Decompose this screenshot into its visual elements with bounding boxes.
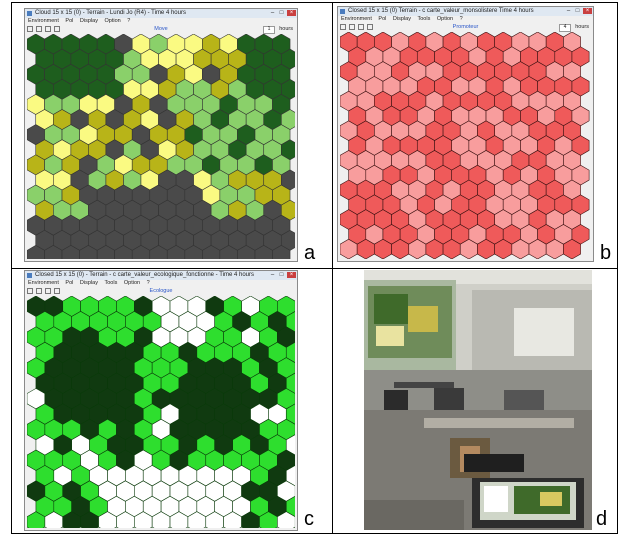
- hand-icon[interactable]: [36, 288, 42, 294]
- window-title: Closed 15 x 15 (0) - Terrain - c carte_v…: [35, 272, 255, 278]
- step-input[interactable]: 1: [263, 26, 275, 34]
- menu-environment[interactable]: Environment: [28, 280, 59, 286]
- menu-help[interactable]: ?: [459, 16, 463, 22]
- zoom-icon[interactable]: [54, 26, 60, 32]
- classroom-photo: [364, 270, 592, 530]
- menu-option[interactable]: Option: [436, 16, 454, 22]
- hex-cell[interactable]: [219, 245, 238, 259]
- menu-bar: Environment Pol Display Tools Option ?: [338, 16, 593, 23]
- pointer-icon[interactable]: [27, 26, 33, 32]
- minimize-icon[interactable]: –: [270, 10, 275, 16]
- window-titlebar: Closed 15 x 15 (0) - Terrain - c carte_v…: [25, 271, 297, 280]
- maximize-icon[interactable]: □: [279, 272, 284, 278]
- hex-cell[interactable]: [96, 245, 115, 259]
- hex-cell[interactable]: [184, 245, 203, 259]
- close-icon[interactable]: ×: [287, 272, 296, 278]
- app-icon: [27, 273, 32, 278]
- menu-help[interactable]: ?: [127, 18, 131, 24]
- app-icon: [27, 11, 32, 16]
- minimize-icon[interactable]: –: [566, 8, 571, 14]
- toolbar: Promoteur 4 hours: [338, 23, 593, 32]
- hex-cell[interactable]: [114, 245, 133, 259]
- hex-cell[interactable]: [254, 245, 273, 259]
- toolbar-mode-label: Promoteur: [452, 24, 479, 30]
- pointer-icon[interactable]: [340, 24, 346, 30]
- menu-option[interactable]: Option: [104, 18, 121, 24]
- panel-a-window: Cloud 15 x 15 (0) - Terrain - Lundi Jo (…: [24, 8, 298, 262]
- menu-help[interactable]: ?: [146, 280, 150, 286]
- menu-pol[interactable]: Pol: [65, 18, 74, 24]
- zoom-icon[interactable]: [367, 24, 373, 30]
- menu-tools[interactable]: Tools: [104, 280, 118, 286]
- menu-display[interactable]: Display: [79, 18, 98, 24]
- hex-cell[interactable]: [61, 245, 80, 259]
- panel-label-c: c: [304, 508, 314, 530]
- menu-environment[interactable]: Environment: [28, 18, 59, 24]
- window-title: Cloud 15 x 15 (0) - Terrain - Lundi Jo (…: [35, 10, 186, 16]
- menu-tools[interactable]: Tools: [417, 16, 431, 22]
- hex-map-b[interactable]: [340, 32, 591, 259]
- map-panel-c[interactable]: [27, 296, 295, 528]
- hex-cell[interactable]: [44, 245, 63, 259]
- panel-label-d: d: [596, 508, 608, 530]
- map-panel-a[interactable]: [27, 34, 295, 259]
- hand-icon[interactable]: [36, 26, 42, 32]
- minimize-icon[interactable]: –: [270, 272, 275, 278]
- toolbar: Move 1 hours: [25, 25, 297, 34]
- panel-label-a: a: [304, 242, 316, 264]
- hex-cell[interactable]: [79, 245, 98, 259]
- panel-c-window: Closed 15 x 15 (0) - Terrain - c carte_v…: [24, 270, 298, 531]
- menu-display[interactable]: Display: [79, 280, 98, 286]
- window-title: Closed 15 x 15 (0) Terrain - c carte_val…: [348, 8, 534, 14]
- divider-horizontal: [12, 268, 617, 269]
- hex-map-c[interactable]: [27, 296, 295, 528]
- menu-bar: Environment Pol Display Tools Option ?: [25, 280, 297, 287]
- toolbar-mode-label: Move: [154, 26, 168, 32]
- toolbar: Ecologue: [25, 287, 297, 295]
- figure-grid: [11, 2, 618, 534]
- pointer-icon[interactable]: [27, 288, 33, 294]
- panel-b-window: Closed 15 x 15 (0) Terrain - c carte_val…: [337, 6, 594, 262]
- map-panel-b[interactable]: [340, 32, 591, 259]
- menu-pol[interactable]: Pol: [65, 280, 74, 286]
- step-unit: hours: [279, 26, 293, 32]
- hex-cell[interactable]: [149, 245, 168, 259]
- hand-icon[interactable]: [349, 24, 355, 30]
- toolbar-mode-label: Ecologue: [149, 288, 173, 294]
- step-input[interactable]: 4: [559, 24, 571, 32]
- panel-label-b: b: [600, 242, 612, 264]
- hex-cell[interactable]: [27, 245, 45, 259]
- window-titlebar: Cloud 15 x 15 (0) - Terrain - Lundi Jo (…: [25, 9, 297, 18]
- hex-cell[interactable]: [131, 245, 151, 259]
- classroom-photo-drawing: [364, 270, 592, 530]
- maximize-icon[interactable]: □: [279, 10, 284, 16]
- hex-cell[interactable]: [202, 245, 221, 259]
- menu-environment[interactable]: Environment: [341, 16, 372, 22]
- hex-cell[interactable]: [563, 238, 581, 259]
- hex-cell[interactable]: [237, 245, 256, 259]
- close-icon[interactable]: ×: [287, 10, 296, 16]
- hex-cell[interactable]: [277, 511, 295, 528]
- hex-map-a[interactable]: [27, 34, 295, 259]
- app-icon: [340, 9, 345, 14]
- hex-cell[interactable]: [166, 245, 186, 259]
- menu-option[interactable]: Option: [123, 280, 141, 286]
- move-icon[interactable]: [45, 26, 51, 32]
- move-icon[interactable]: [45, 288, 51, 294]
- close-icon[interactable]: ×: [583, 8, 592, 14]
- zoom-icon[interactable]: [54, 288, 60, 294]
- menu-display[interactable]: Display: [392, 16, 411, 22]
- menu-pol[interactable]: Pol: [378, 16, 387, 22]
- hex-cell[interactable]: [272, 245, 291, 259]
- move-icon[interactable]: [358, 24, 364, 30]
- maximize-icon[interactable]: □: [575, 8, 580, 14]
- menu-bar: Environment Pol Display Option ?: [25, 18, 297, 25]
- window-titlebar: Closed 15 x 15 (0) Terrain - c carte_val…: [338, 7, 593, 16]
- step-unit: hours: [575, 24, 589, 30]
